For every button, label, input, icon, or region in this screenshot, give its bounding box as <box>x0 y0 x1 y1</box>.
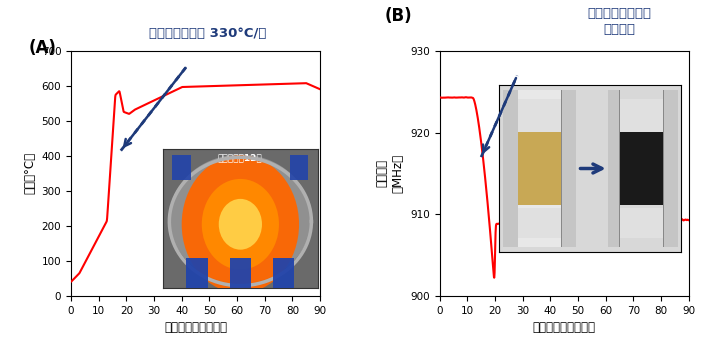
Y-axis label: 温度（°C）: 温度（°C） <box>23 152 36 194</box>
Y-axis label: 共振频率
（MHz）: 共振频率 （MHz） <box>376 154 405 193</box>
X-axis label: 微波照射时间（秒）: 微波照射时间（秒） <box>164 321 227 334</box>
Text: (A): (A) <box>28 39 57 57</box>
X-axis label: 微波照射时间（秒）: 微波照射时间（秒） <box>532 321 596 334</box>
Text: 最大升温速度： 330°C/秒: 最大升温速度： 330°C/秒 <box>149 27 267 39</box>
Text: 随着稻草碳化自动
追踪微波: 随着稻草碳化自动 追踪微波 <box>587 7 651 36</box>
Text: (B): (B) <box>385 7 413 25</box>
